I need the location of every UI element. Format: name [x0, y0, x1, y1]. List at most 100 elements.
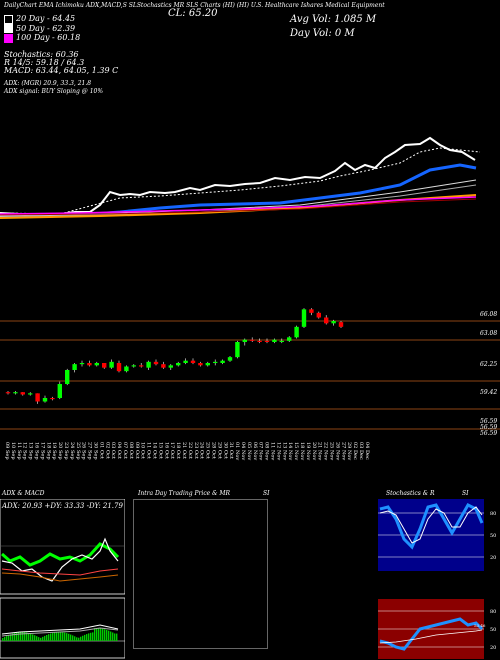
date-label: 08 Nov — [264, 442, 270, 460]
price-label-6: 56.59 — [480, 424, 498, 431]
date-labels: 09 Sep 10 Sep 11 Sep 12 Sep 13 Sep 16 Sep 17 S… — [4, 442, 370, 460]
ma-dotted-line — [0, 147, 481, 215]
r-text: R 14/5: 59.18 / 64.3 — [4, 58, 85, 67]
main-chart — [0, 136, 500, 430]
price-gridlines — [0, 320, 500, 430]
date-label: 24 Oct — [199, 442, 205, 459]
date-label: 12 Sep — [22, 442, 28, 460]
candle-down — [20, 392, 25, 395]
date-label: 18 Nov — [299, 442, 305, 460]
date-label: 03 Dec — [358, 442, 364, 460]
ma-50-label: 50 Day - 62.39 — [16, 23, 76, 33]
date-label: 10 Oct — [140, 442, 146, 459]
macd-hist-bar — [94, 628, 96, 641]
ma-20-swatch — [4, 14, 13, 24]
day-volume: Day Vol: 0 M — [290, 28, 355, 39]
date-label: 20 Sep — [57, 442, 63, 460]
macd-hist-bar — [108, 630, 110, 641]
macd-hist-bar — [50, 633, 52, 641]
date-label: 25 Sep — [75, 442, 81, 460]
date-label: 30 Sep — [93, 442, 99, 460]
candles — [5, 308, 344, 404]
candle-up — [331, 321, 336, 324]
mr-axis-20: 20 — [490, 645, 496, 651]
macd-hist-bar — [74, 636, 76, 641]
candle-up — [109, 361, 114, 368]
date-label: 25 Oct — [205, 442, 211, 459]
macd-hist-bar — [70, 634, 72, 641]
macd-hist-bar — [22, 632, 24, 641]
date-label: 24 Sep — [69, 442, 75, 460]
stoch-d-line — [379, 506, 483, 544]
candle-down — [87, 363, 92, 366]
macd-hist-bar — [42, 636, 44, 641]
candle-down — [190, 360, 196, 363]
candle-down — [102, 363, 107, 368]
date-label: 11 Sep — [16, 442, 22, 460]
macd-hist-bar — [90, 632, 92, 641]
price-label-5: 56.59 — [480, 418, 498, 425]
date-label: 04 Dec — [364, 442, 370, 460]
ma-magenta-line — [0, 196, 477, 215]
mr-white-line — [379, 629, 483, 644]
macd-hist-bar — [82, 635, 84, 641]
date-label: 14 Oct — [152, 442, 158, 459]
macd-hist-bar — [10, 634, 12, 641]
date-label: 18 Sep — [45, 442, 51, 460]
date-label: 27 Nov — [340, 442, 346, 460]
date-label: 17 Oct — [169, 442, 175, 459]
macd-hist-bar — [76, 637, 78, 641]
macd-hist-bar — [8, 635, 10, 641]
stochastics-panel: Stochastics & R SI 80 50 20 80 50 20 53.… — [376, 490, 500, 660]
candle-down — [116, 363, 122, 372]
price-label-3: 62.25 — [480, 361, 498, 368]
candle-down — [338, 322, 344, 327]
adx-white-line — [1, 537, 119, 582]
mr-axis-80: 80 — [490, 609, 496, 615]
date-label: 23 Sep — [63, 442, 69, 460]
macd-hist-bar — [104, 629, 106, 641]
date-label: 04 Nov — [240, 442, 246, 460]
date-label: 26 Nov — [334, 442, 340, 460]
macd-hist-bar — [52, 632, 54, 641]
mr-axis-50: 50 — [490, 627, 496, 633]
macd-hist-bar — [6, 636, 8, 641]
candle-down — [153, 361, 159, 365]
date-label: 05 Nov — [246, 442, 252, 460]
stoch-mr-svg: 80 50 20 80 50 20 53.46 — [378, 499, 496, 659]
macd-hist-bar — [60, 632, 62, 641]
candle-down — [324, 317, 329, 324]
macd-hist-bar — [36, 636, 38, 641]
ma-white-line — [0, 136, 476, 215]
candle-up — [301, 309, 307, 327]
candle-up — [176, 363, 181, 366]
macd-hist-bar — [38, 637, 40, 641]
date-label: 18 Oct — [175, 442, 181, 459]
macd-hist-bar — [26, 632, 28, 641]
date-label: 15 Oct — [157, 442, 163, 459]
candle-up — [124, 366, 129, 372]
candle-up — [213, 361, 218, 363]
date-label: 13 Nov — [281, 442, 287, 460]
date-label: 06 Nov — [252, 442, 258, 460]
date-label: 11 Oct — [146, 442, 152, 459]
date-label: 07 Nov — [258, 442, 264, 460]
candle-up — [168, 365, 173, 368]
close-price: CL: 65.20 — [168, 8, 218, 19]
macd-hist-bar — [46, 634, 48, 641]
candle-up — [72, 364, 77, 370]
macd-hist-bar — [106, 629, 108, 641]
header-title: DailyChart EMA Ichimoku ADX,MACD,S SLSto… — [4, 2, 385, 9]
date-label: 25 Nov — [329, 442, 335, 460]
stoch-k-line — [379, 503, 484, 550]
adx-text: ADX: (MGR) 20.9, 33.3, 21.8 — [4, 80, 92, 87]
macd-hist-bar — [116, 633, 118, 641]
price-label-4: 59.42 — [480, 389, 498, 396]
date-label: 21 Oct — [181, 442, 187, 459]
candle-up — [227, 357, 233, 361]
macd-hist-bar — [64, 632, 66, 641]
date-label: 02 Dec — [352, 442, 358, 460]
candle-up — [79, 363, 85, 365]
price-label-1: 66.08 — [480, 311, 498, 318]
macd-hist-bar — [96, 628, 98, 641]
